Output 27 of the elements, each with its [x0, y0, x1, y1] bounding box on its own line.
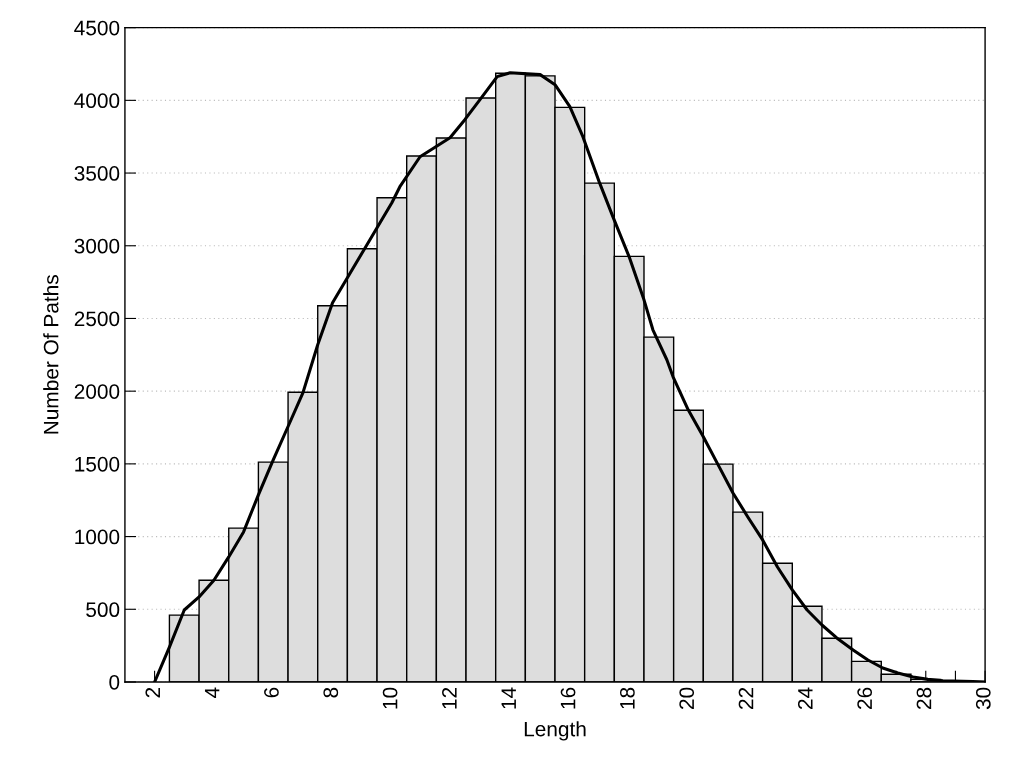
y-tick-label: 3000	[74, 238, 120, 254]
x-axis-title: Length	[524, 721, 586, 741]
y-tick-label: 500	[86, 602, 120, 618]
x-tick-label: 6	[264, 687, 279, 698]
y-tick-label: 4000	[74, 93, 120, 109]
y-tick-label: 3500	[74, 166, 120, 181]
y-tick-label: 4500	[74, 20, 120, 36]
x-tick-label: 8	[323, 687, 339, 698]
x-tick-label: 16	[560, 687, 576, 709]
x-tick-label: 4	[204, 687, 220, 698]
x-tick-label: 2	[145, 687, 160, 698]
x-tick-label: 14	[501, 687, 516, 709]
y-tick-label: 2000	[74, 384, 120, 399]
x-tick-label: 22	[738, 687, 754, 709]
y-tick-label: 1500	[75, 456, 120, 472]
x-tick-label: 10	[382, 687, 398, 709]
y-tick-label: 2500	[74, 311, 120, 327]
x-tick-label: 30	[975, 687, 991, 710]
y-tick-label: 0	[109, 674, 120, 690]
x-tick-label: 20	[679, 687, 695, 709]
x-tick-label: 28	[916, 687, 932, 709]
y-axis-title: Number Of Paths	[43, 275, 59, 434]
x-tick-label: 26	[857, 687, 873, 709]
x-tick-label: 18	[620, 687, 635, 709]
x-tick-label: 12	[442, 687, 457, 709]
y-tick-label: 1000	[75, 529, 120, 545]
x-tick-label: 24	[797, 687, 813, 709]
